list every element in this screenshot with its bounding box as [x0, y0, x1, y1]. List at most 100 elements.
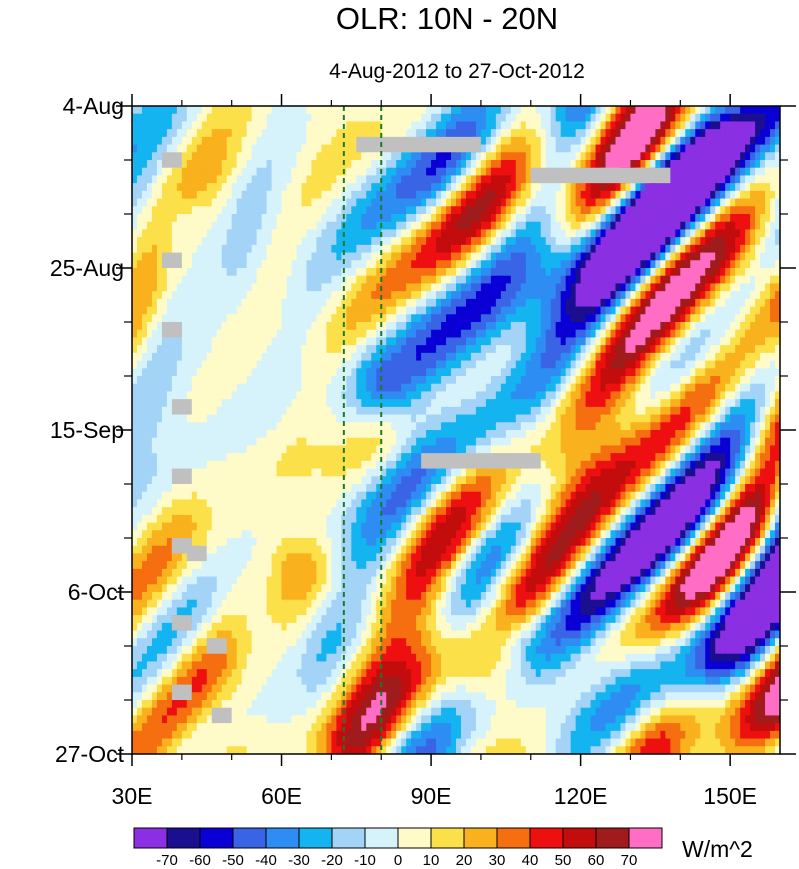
field-cell: [336, 352, 342, 362]
field-cell: [416, 198, 422, 207]
field-cell: [555, 298, 562, 308]
field-cell: [361, 291, 367, 300]
field-cell: [331, 275, 337, 285]
field-cell: [326, 136, 332, 146]
field-cell: [485, 337, 492, 346]
field-cell: [530, 337, 537, 346]
field-cell: [171, 360, 178, 369]
field-cell: [745, 268, 751, 277]
field-cell: [321, 221, 327, 231]
field-cell: [515, 376, 522, 385]
field-cell: [770, 221, 776, 231]
field-cell: [505, 322, 512, 331]
field-cell: [755, 376, 761, 385]
field-cell: [136, 244, 143, 254]
field-cell: [655, 237, 661, 246]
field-cell: [191, 106, 198, 115]
field-cell: [321, 329, 327, 339]
field-cell: [755, 244, 761, 254]
field-cell: [346, 268, 352, 277]
field-cell: [376, 268, 382, 277]
field-cell: [216, 113, 223, 123]
field-cell: [281, 190, 288, 200]
field-cell: [296, 229, 303, 238]
field-cell: [456, 190, 462, 200]
field-cell: [770, 275, 776, 285]
field-cell: [271, 391, 278, 400]
field-cell: [560, 206, 567, 215]
field-cell: [381, 214, 387, 223]
field-cell: [480, 206, 487, 215]
field-cell: [620, 368, 627, 377]
field-cell: [510, 260, 517, 269]
field-cell: [271, 275, 278, 285]
field-cell: [411, 206, 417, 215]
field-cell: [132, 368, 138, 377]
field-cell: [695, 360, 701, 369]
field-cell: [266, 298, 273, 308]
field-cell: [411, 160, 417, 169]
field-cell: [191, 360, 198, 369]
field-cell: [605, 121, 612, 130]
field-cell: [620, 298, 627, 308]
field-cell: [520, 306, 527, 315]
field-cell: [231, 229, 238, 238]
field-cell: [361, 337, 367, 346]
field-cell: [645, 113, 651, 123]
field-cell: [465, 360, 472, 369]
field-cell: [456, 275, 462, 285]
field-cell: [560, 144, 567, 153]
field-cell: [426, 260, 432, 269]
field-cell: [171, 368, 178, 377]
field-cell: [132, 314, 138, 323]
field-cell: [426, 360, 432, 369]
field-cell: [760, 160, 766, 169]
field-cell: [431, 183, 437, 192]
field-cell: [421, 190, 427, 200]
field-cell: [675, 376, 681, 385]
field-cell: [505, 160, 512, 169]
field-cell: [361, 298, 367, 308]
field-cell: [725, 183, 731, 192]
field-cell: [141, 160, 148, 169]
field-cell: [685, 183, 691, 192]
field-cell: [465, 337, 472, 346]
field-cell: [376, 183, 382, 192]
field-cell: [221, 352, 228, 362]
field-cell: [186, 183, 193, 192]
field-cell: [565, 106, 572, 115]
field-cell: [446, 383, 452, 393]
field-cell: [226, 337, 233, 346]
field-cell: [376, 298, 382, 308]
field-cell: [640, 376, 647, 385]
field-cell: [226, 260, 233, 269]
field-cell: [201, 368, 208, 377]
field-cell: [690, 121, 696, 130]
field-cell: [351, 136, 357, 146]
field-cell: [545, 252, 552, 261]
field-cell: [261, 268, 268, 277]
field-cell: [301, 337, 308, 346]
field-cell: [231, 383, 238, 393]
field-cell: [371, 106, 377, 115]
field-cell: [356, 283, 362, 292]
field-cell: [620, 113, 627, 123]
field-cell: [231, 283, 238, 292]
field-cell: [351, 399, 357, 408]
field-cell: [291, 260, 298, 269]
field-cell: [560, 252, 567, 261]
field-cell: [411, 306, 417, 315]
field-cell: [540, 206, 547, 215]
field-cell: [321, 337, 327, 346]
field-cell: [421, 198, 427, 207]
field-cell: [745, 306, 751, 315]
field-cell: [680, 298, 686, 308]
field-cell: [151, 221, 158, 231]
field-cell: [600, 291, 607, 300]
field-cell: [705, 291, 711, 300]
field-cell: [720, 175, 726, 184]
field-cell: [600, 306, 607, 315]
field-cell: [191, 190, 198, 200]
field-cell: [740, 368, 746, 377]
field-cell: [705, 275, 711, 285]
